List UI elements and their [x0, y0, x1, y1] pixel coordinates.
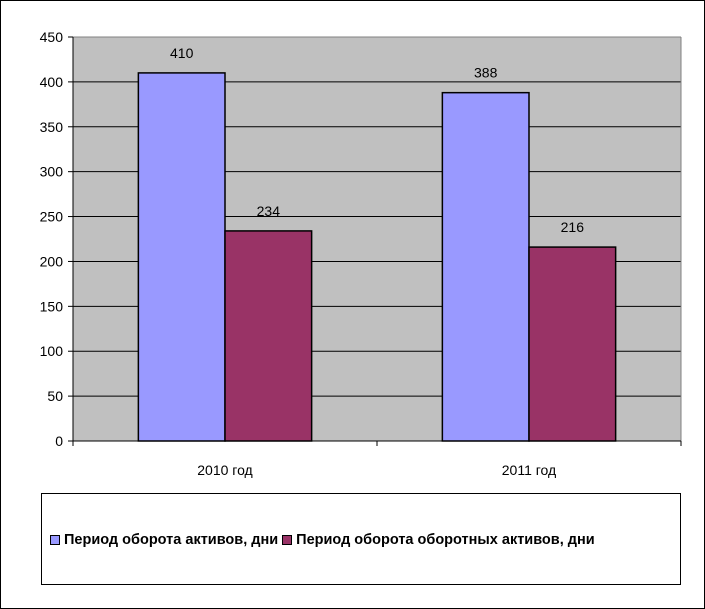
bar-series-2-1: [224, 230, 313, 442]
legend-label-series-2: Период оборота оборотных активов, дни: [296, 532, 595, 548]
legend-item-series-2: Период оборота оборотных активов, дни: [282, 532, 595, 548]
y-tick-label: 200: [40, 253, 64, 269]
y-tick-label: 300: [40, 164, 64, 180]
legend: Период оборота активов, дни Период оборо…: [41, 493, 681, 585]
y-tick-label: 150: [40, 298, 64, 314]
data-label: 234: [257, 203, 281, 219]
y-tick-label: 50: [47, 388, 63, 404]
y-tick-label: 250: [40, 209, 64, 225]
bar-series-1-1: [137, 72, 226, 442]
legend-swatch-series-1: [50, 535, 60, 545]
legend-swatch-series-2: [282, 535, 293, 545]
data-label: 410: [170, 45, 194, 61]
y-tick-label: 400: [40, 74, 64, 90]
x-tick-label: 2011 год: [502, 462, 556, 478]
bar-series-2-2: [528, 246, 617, 442]
bar-series-1-2: [441, 91, 530, 442]
y-tick-label: 100: [40, 343, 64, 359]
y-tick-label: 450: [40, 29, 64, 45]
legend-label-series-1: Период оборота активов, дни: [64, 532, 279, 548]
y-tick-label: 350: [40, 119, 64, 135]
y-tick-label: 0: [55, 433, 63, 449]
data-label: 388: [474, 65, 498, 81]
legend-item-series-1: Период оборота активов, дни: [50, 532, 278, 548]
data-label: 216: [561, 219, 585, 235]
legend-row: Период оборота активов, дни Период оборо…: [50, 532, 599, 548]
x-tick-label: 2010 год: [197, 462, 252, 478]
